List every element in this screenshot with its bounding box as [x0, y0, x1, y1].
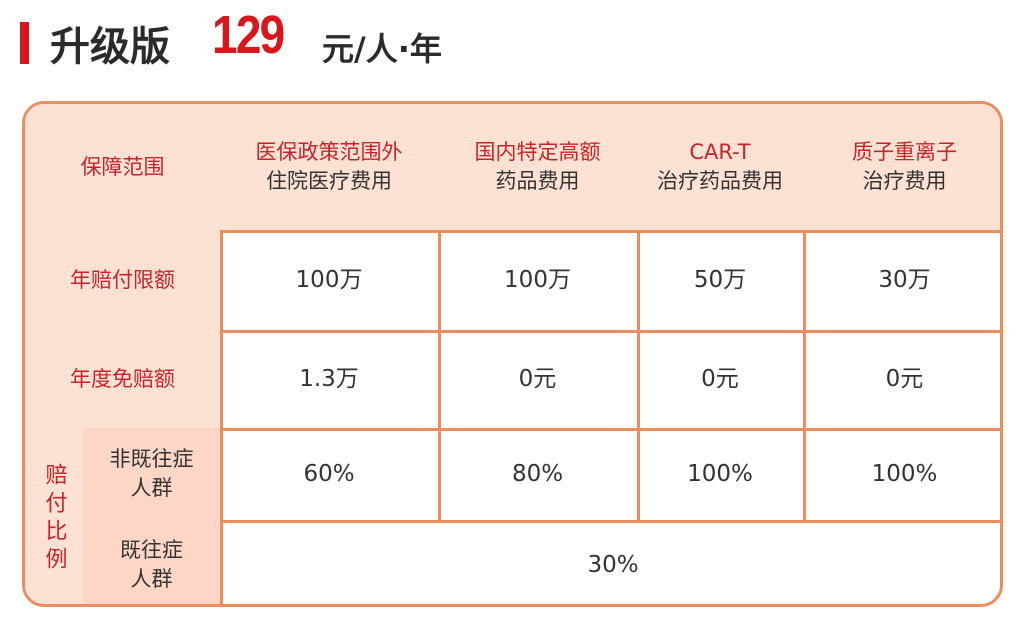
- row-group-payout-ratio: 赔付比例: [25, 428, 86, 604]
- row-label-non-preexisting: 非既往症 人群: [83, 428, 223, 523]
- col-title: 国内特定高额: [474, 140, 601, 164]
- cell: 100%: [803, 428, 1000, 523]
- header-col-1: 医保政策范围外 住院医疗费用: [220, 104, 441, 233]
- title-price: 129: [212, 5, 285, 65]
- label-line: 既往症: [120, 538, 183, 562]
- title-unit: 元/人·年: [322, 30, 442, 68]
- cell: 1.3万: [220, 330, 441, 431]
- row-label-preexisting: 既往症 人群: [83, 520, 223, 604]
- col-subtitle: 住院医疗费用: [266, 169, 392, 193]
- cell: 60%: [220, 428, 441, 523]
- cell: 100%: [637, 428, 806, 523]
- header-coverage-scope: 保障范围: [25, 104, 223, 233]
- corner-label: 保障范围: [80, 154, 165, 179]
- label-line: 人群: [130, 567, 173, 591]
- col-subtitle: 药品费用: [495, 169, 580, 193]
- col-subtitle: 治疗药品费用: [657, 169, 783, 193]
- coverage-table: 保障范围 医保政策范围外 住院医疗费用 国内特定高额 药品费用 CAR-T 治疗药品费…: [22, 101, 1003, 607]
- title-prefix: 升级版: [50, 24, 170, 70]
- cell: 80%: [438, 428, 640, 523]
- cell: 30万: [803, 230, 1000, 333]
- cell: 100万: [438, 230, 640, 333]
- title-accent-bar: [20, 22, 29, 64]
- row-label-deductible: 年度免赔额: [25, 330, 223, 431]
- col-title: CAR-T: [689, 140, 751, 164]
- cell: 0元: [438, 330, 640, 431]
- header-col-2: 国内特定高额 药品费用: [438, 104, 640, 233]
- col-title: 质子重离子: [852, 140, 957, 164]
- cell: 0元: [803, 330, 1000, 431]
- cell: 0元: [637, 330, 806, 431]
- row-label-annual-limit: 年赔付限额: [25, 230, 223, 333]
- col-title: 医保政策范围外: [255, 140, 403, 164]
- label-line: 人群: [130, 476, 173, 500]
- cell: 50万: [637, 230, 806, 333]
- header-col-3: CAR-T 治疗药品费用: [637, 104, 806, 233]
- col-subtitle: 治疗费用: [862, 169, 947, 193]
- cell-merged: 30%: [587, 551, 639, 578]
- header-col-4: 质子重离子 治疗费用: [803, 104, 1000, 233]
- cell: 100万: [220, 230, 441, 333]
- label-line: 非既往症: [109, 447, 194, 471]
